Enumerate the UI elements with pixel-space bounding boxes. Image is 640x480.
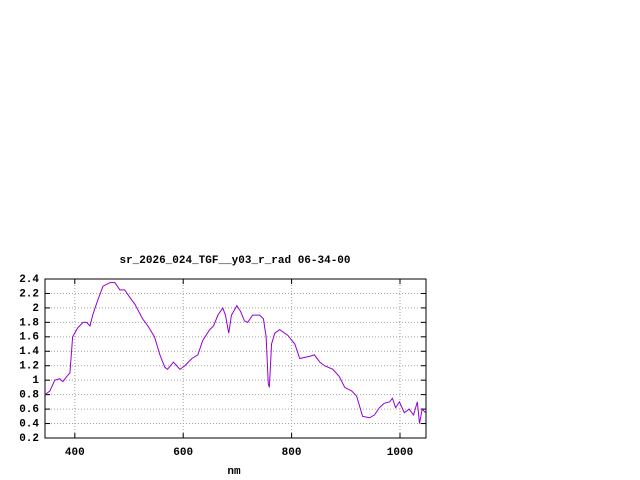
y-tick-label: 0.2 (19, 433, 39, 445)
y-tick-label: 0.4 (19, 418, 39, 430)
y-tick-label: 2.4 (19, 274, 39, 286)
x-tick-label: 800 (282, 447, 302, 459)
y-tick-label: 1.8 (19, 317, 39, 329)
y-tick-label: 1.6 (19, 332, 39, 344)
chart-title: sr_2026_024_TGF__y03_r_rad 06-34-00 (119, 255, 350, 267)
y-tick-label: 2.2 (19, 288, 39, 300)
x-axis-label: nm (227, 466, 241, 478)
x-tick-label: 400 (65, 447, 85, 459)
y-tick-label: 1.4 (19, 346, 39, 358)
x-tick-label: 1000 (387, 447, 413, 459)
plot-frame (44, 278, 427, 439)
y-tick-label: 1 (32, 375, 39, 387)
y-tick-label: 0.8 (19, 390, 39, 402)
y-tick-label: 1.2 (19, 361, 39, 373)
y-tick-label: 0.6 (19, 404, 39, 416)
x-tick-label: 600 (173, 447, 193, 459)
data-line (44, 282, 426, 424)
y-tick-label: 2 (32, 303, 39, 315)
